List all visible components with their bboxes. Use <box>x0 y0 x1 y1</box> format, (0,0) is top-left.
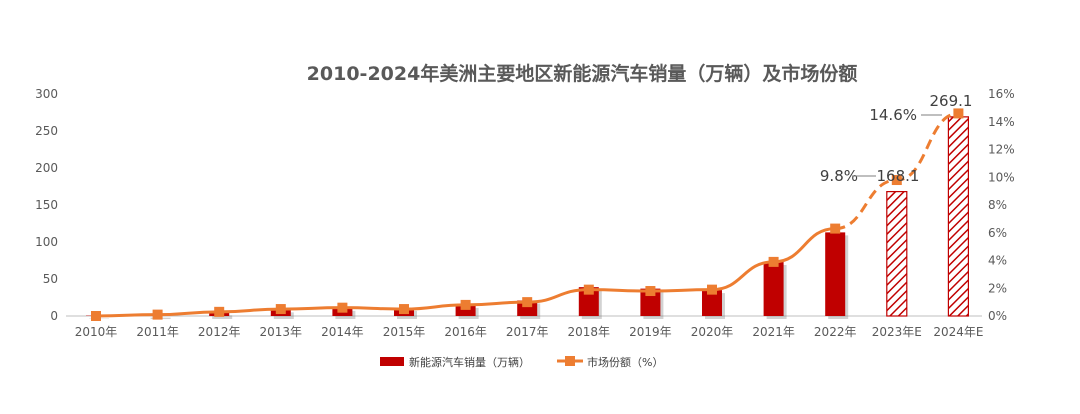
x-tick-label: 2016年 <box>444 325 487 339</box>
right-tick-label: 2% <box>988 281 1007 295</box>
bar-shadow <box>212 315 233 319</box>
right-tick-label: 0% <box>988 309 1007 323</box>
bar <box>825 232 846 316</box>
line-marker <box>583 284 594 295</box>
x-tick-label: 2024年E <box>933 325 983 339</box>
right-tick-label: 10% <box>988 170 1015 184</box>
bar <box>763 261 784 316</box>
data-labels: 9.8% 168.1 14.6% 269.1 <box>820 92 973 185</box>
line-marker <box>91 311 101 321</box>
x-tick-label: 2018年 <box>568 325 611 339</box>
left-tick-label: 50 <box>43 272 58 286</box>
line-marker <box>337 302 348 313</box>
left-tick-label: 0 <box>50 309 58 323</box>
x-tick-label: 2011年 <box>136 325 179 339</box>
legend: 新能源汽车销量（万辆） 市场份额（%） <box>380 355 663 369</box>
left-tick-label: 250 <box>35 124 58 138</box>
legend-swatch-bar <box>380 357 404 366</box>
left-tick-label: 100 <box>35 235 58 249</box>
line-marker <box>830 223 841 234</box>
line-marker <box>953 108 964 119</box>
legend-label-line: 市场份额（%） <box>587 355 663 369</box>
left-tick-label: 200 <box>35 161 58 175</box>
right-tick-label: 6% <box>988 226 1007 240</box>
x-tick-label: 2020年 <box>691 325 734 339</box>
right-tick-label: 12% <box>988 143 1015 157</box>
data-label: 9.8% <box>820 167 858 185</box>
right-tick-label: 14% <box>988 115 1015 129</box>
x-tick-label: 2019年 <box>629 325 672 339</box>
left-tick-label: 150 <box>35 198 58 212</box>
bar <box>702 290 722 316</box>
right-axis: 0% 2% 4% 6% 8% 10% 12% 14% 16% <box>988 87 1015 323</box>
x-tick-label: 2023年E <box>872 325 922 339</box>
left-axis: 0 50 100 150 200 250 300 <box>35 87 58 323</box>
x-tick-label: 2017年 <box>506 325 549 339</box>
data-label: 14.6% <box>869 106 917 124</box>
x-tick-label: 2015年 <box>383 325 426 339</box>
right-tick-label: 16% <box>988 87 1015 101</box>
x-tick-label: 2014年 <box>321 325 364 339</box>
x-tick-label: 2013年 <box>260 325 303 339</box>
line-marker <box>399 304 409 315</box>
chart-title: 2010-2024年美洲主要地区新能源汽车销量（万辆）及市场份额 <box>307 62 858 85</box>
legend-swatch-marker <box>565 356 575 366</box>
line-marker <box>214 306 225 317</box>
line-marker <box>152 309 163 320</box>
x-tick-label: 2010年 <box>75 325 118 339</box>
data-label: 168.1 <box>877 167 920 185</box>
legend-label-bar: 新能源汽车销量（万辆） <box>409 355 530 369</box>
bar-estimated <box>947 116 970 317</box>
line-marker <box>768 256 779 267</box>
x-axis: 2010年 2011年 2012年 2013年 2014年 2015年 2016年 2017年… <box>75 325 984 339</box>
line-marker <box>645 286 656 297</box>
right-tick-label: 8% <box>988 198 1007 212</box>
x-tick-label: 2012年 <box>198 325 241 339</box>
line-marker <box>275 304 286 315</box>
bar-series <box>86 116 970 319</box>
line-marker <box>707 284 717 295</box>
x-tick-label: 2021年 <box>752 325 795 339</box>
x-tick-label: 2022年 <box>814 325 857 339</box>
line-series <box>91 108 964 321</box>
right-tick-label: 4% <box>988 254 1007 268</box>
line-marker <box>522 297 533 308</box>
data-label: 269.1 <box>930 92 973 110</box>
left-tick-label: 300 <box>35 87 58 101</box>
line-marker <box>891 175 902 186</box>
bar <box>455 304 476 316</box>
line-marker <box>460 299 471 310</box>
bar-estimated <box>886 191 908 317</box>
